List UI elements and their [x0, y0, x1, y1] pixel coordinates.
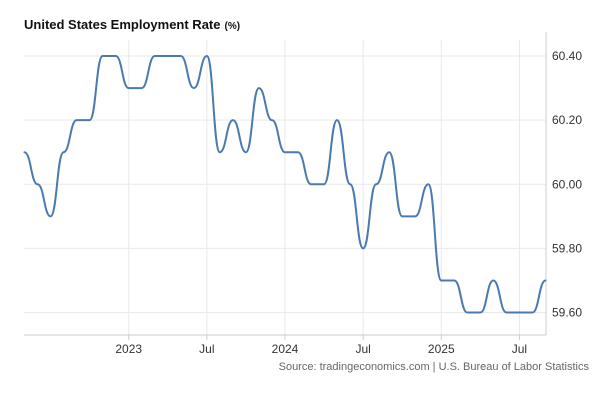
chart-title-block: United States Employment Rate (%): [24, 16, 240, 34]
series-layer: [23, 55, 547, 314]
source-note: Source: tradingeconomics.com | U.S. Bure…: [278, 361, 589, 373]
series-line: [23, 55, 547, 314]
grid-layer: [24, 40, 546, 335]
x-tick-label: 2023: [115, 342, 142, 356]
x-tick-label: Jul: [199, 342, 214, 356]
y-tick-label: 59.60: [552, 306, 582, 320]
y-tick-label: 60.40: [552, 49, 582, 63]
x-tick-label: Jul: [355, 342, 370, 356]
x-tick-label: 2024: [272, 342, 299, 356]
x-tick-label: Jul: [512, 342, 527, 356]
chart-unit: (%): [224, 21, 241, 32]
y-tick-label: 59.80: [552, 241, 582, 255]
chart-title: United States Employment Rate: [24, 17, 221, 32]
axis-layer: [24, 32, 547, 340]
x-tick-label: 2025: [428, 342, 455, 356]
tick-labels: 59.60 59.80 60.00 60.20 60.40 2023 Jul 2024 Jul 2…: [115, 49, 582, 356]
y-tick-label: 60.20: [552, 113, 582, 127]
y-tick-label: 60.00: [552, 177, 582, 191]
